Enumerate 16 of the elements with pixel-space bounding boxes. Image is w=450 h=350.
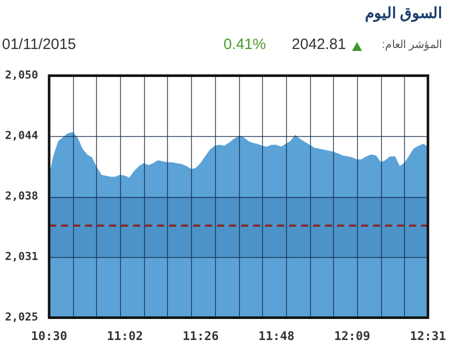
text: 01/11/2015	[2, 36, 76, 53]
y-tick-label: 2,038	[4, 189, 38, 202]
text: 0.41%	[223, 36, 266, 53]
x-tick-label: 11:48	[258, 328, 294, 343]
x-tick-label: 11:02	[106, 328, 143, 343]
chart-subtitle: المؤشر العام:	[382, 38, 442, 51]
x-tick-label: 12:31	[410, 328, 446, 343]
y-tick-label: 2,031	[4, 250, 38, 263]
text: 2042.81	[292, 36, 346, 53]
x-tick-label: 11:26	[182, 328, 219, 343]
y-tick-label: 2,050	[4, 68, 38, 82]
chart-title: السوق اليوم	[364, 4, 442, 22]
x-tick-label: 10:30	[31, 328, 68, 343]
y-tick-label: 2,025	[4, 310, 38, 324]
y-tick-label: 2,044	[4, 128, 38, 142]
x-tick-label: 12:09	[334, 328, 370, 343]
